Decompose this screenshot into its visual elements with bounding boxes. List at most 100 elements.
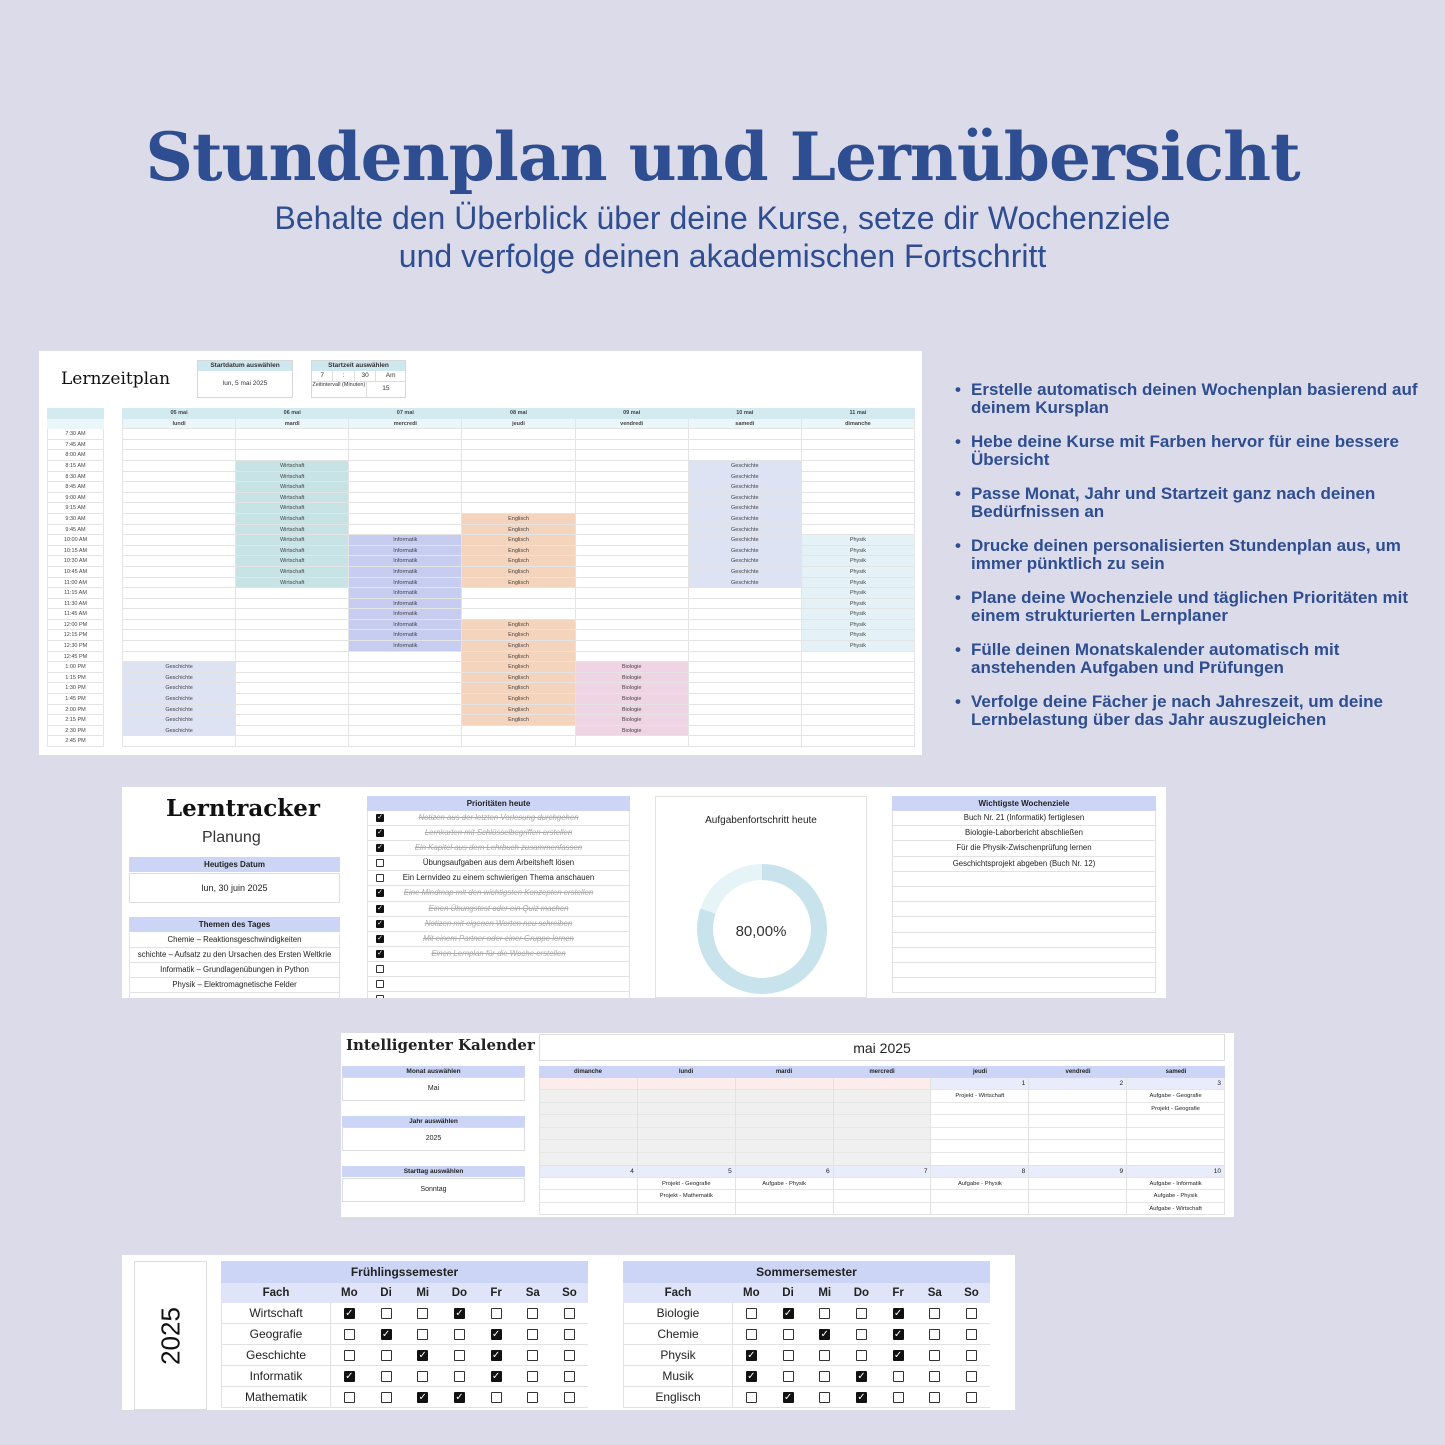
weekly-goal-item[interactable]: Für die Physik-Zwischenprüfung lernen xyxy=(892,841,1156,857)
schedule-cell[interactable] xyxy=(801,503,915,514)
day-checkbox[interactable] xyxy=(453,1308,465,1320)
calendar-event[interactable] xyxy=(1127,1151,1225,1165)
schedule-cell[interactable]: Wirtschaft xyxy=(236,535,350,546)
schedule-cell[interactable]: Physik xyxy=(801,598,915,610)
schedule-cell[interactable] xyxy=(688,725,802,737)
calendar-event[interactable] xyxy=(735,1089,833,1102)
schedule-cell[interactable] xyxy=(575,566,689,578)
day-checkbox[interactable] xyxy=(819,1308,831,1320)
day-checkbox[interactable] xyxy=(490,1392,502,1404)
schedule-cell[interactable] xyxy=(575,556,689,567)
calendar-event[interactable]: Aufgabe - Physik xyxy=(931,1176,1029,1190)
schedule-cell[interactable] xyxy=(122,503,237,514)
schedule-cell[interactable]: Wirtschaft xyxy=(236,471,350,483)
schedule-cell[interactable]: Geschichte xyxy=(688,535,802,546)
schedule-cell[interactable] xyxy=(801,725,915,737)
schedule-cell[interactable] xyxy=(122,460,237,472)
schedule-cell[interactable]: Englisch xyxy=(462,513,576,525)
day-checkbox[interactable] xyxy=(819,1350,831,1362)
schedule-cell[interactable]: Informatik xyxy=(349,619,463,631)
schedule-cell[interactable] xyxy=(801,694,915,705)
schedule-cell[interactable] xyxy=(801,704,915,716)
day-checkbox[interactable] xyxy=(855,1392,867,1404)
schedule-cell[interactable]: Wirtschaft xyxy=(236,460,350,472)
schedule-cell[interactable] xyxy=(575,609,689,620)
schedule-cell[interactable]: Englisch xyxy=(462,694,576,705)
schedule-cell[interactable] xyxy=(688,715,802,726)
schedule-cell[interactable]: Physik xyxy=(801,641,915,652)
calendar-day[interactable] xyxy=(833,1078,932,1166)
schedule-cell[interactable] xyxy=(349,694,463,705)
calendar-event[interactable] xyxy=(1029,1151,1127,1165)
schedule-cell[interactable]: Wirtschaft xyxy=(236,545,350,557)
schedule-cell[interactable] xyxy=(349,736,463,747)
priority-checkbox[interactable] xyxy=(376,814,384,822)
schedule-cell[interactable]: Wirtschaft xyxy=(236,503,350,514)
schedule-cell[interactable] xyxy=(688,429,802,440)
priority-checkbox[interactable] xyxy=(376,889,384,898)
start-date-picker[interactable]: Startdatum auswählen lun, 5 mai 2025 xyxy=(197,360,293,398)
schedule-cell[interactable] xyxy=(688,450,802,461)
schedule-cell[interactable] xyxy=(688,641,802,652)
calendar-day[interactable]: 10 Aufgabe - Informatik Aufgabe - Physik Au… xyxy=(1127,1165,1226,1216)
schedule-cell[interactable] xyxy=(575,545,689,557)
day-checkbox[interactable] xyxy=(782,1392,794,1404)
schedule-cell[interactable]: Biologie xyxy=(575,715,689,726)
schedule-cell[interactable]: Englisch xyxy=(462,545,576,557)
day-checkbox[interactable] xyxy=(453,1392,465,1404)
schedule-cell[interactable] xyxy=(801,524,915,536)
schedule-cell[interactable]: Biologie xyxy=(575,694,689,705)
schedule-cell[interactable] xyxy=(122,566,237,578)
schedule-cell[interactable] xyxy=(575,439,689,451)
calendar-event[interactable] xyxy=(1127,1139,1225,1152)
calendar-event[interactable]: Aufgabe - Informatik xyxy=(1127,1176,1225,1190)
calendar-event[interactable]: Projekt - Geografie xyxy=(1127,1101,1225,1115)
schedule-cell[interactable] xyxy=(462,598,576,610)
schedule-cell[interactable] xyxy=(801,492,915,504)
schedule-cell[interactable]: Geschichte xyxy=(688,503,802,514)
schedule-cell[interactable] xyxy=(349,662,463,673)
day-checkbox[interactable] xyxy=(490,1329,502,1341)
schedule-cell[interactable]: Englisch xyxy=(462,577,576,589)
schedule-cell[interactable] xyxy=(122,535,237,546)
calendar-event[interactable] xyxy=(833,1101,931,1115)
schedule-cell[interactable] xyxy=(575,736,689,747)
weekly-goal-item[interactable]: Geschichtsprojekt abgeben (Buch Nr. 12) xyxy=(892,856,1156,872)
schedule-cell[interactable]: Englisch xyxy=(462,566,576,578)
schedule-cell[interactable] xyxy=(236,662,350,673)
schedule-cell[interactable] xyxy=(801,460,915,472)
schedule-cell[interactable] xyxy=(575,577,689,589)
schedule-cell[interactable] xyxy=(688,598,802,610)
calendar-event[interactable] xyxy=(540,1151,637,1165)
schedule-cell[interactable]: Informatik xyxy=(349,577,463,589)
schedule-cell[interactable] xyxy=(236,672,350,684)
schedule-cell[interactable]: Geschichte xyxy=(688,492,802,504)
schedule-cell[interactable] xyxy=(349,492,463,504)
day-checkbox[interactable] xyxy=(343,1329,355,1341)
schedule-cell[interactable]: Physik xyxy=(801,535,915,546)
schedule-cell[interactable] xyxy=(122,598,237,610)
schedule-cell[interactable] xyxy=(688,619,802,631)
interval-input[interactable]: 15 xyxy=(382,385,390,392)
schedule-cell[interactable] xyxy=(236,439,350,451)
calendar-event[interactable] xyxy=(1029,1126,1127,1140)
day-checkbox[interactable] xyxy=(819,1329,831,1341)
schedule-cell[interactable] xyxy=(801,513,915,525)
schedule-cell[interactable]: Wirtschaft xyxy=(236,556,350,567)
priority-checkbox[interactable] xyxy=(376,995,384,998)
day-checkbox[interactable] xyxy=(819,1392,831,1404)
schedule-cell[interactable] xyxy=(801,662,915,673)
calendar-event[interactable] xyxy=(637,1126,735,1140)
schedule-cell[interactable]: Wirtschaft xyxy=(236,566,350,578)
schedule-cell[interactable] xyxy=(575,460,689,472)
calendar-event[interactable]: Aufgabe - Wirtschaft xyxy=(1127,1201,1225,1215)
schedule-cell[interactable]: Geschichte xyxy=(688,577,802,589)
schedule-cell[interactable] xyxy=(688,704,802,716)
schedule-cell[interactable] xyxy=(575,503,689,514)
day-checkbox[interactable] xyxy=(929,1392,941,1404)
topic-item[interactable]: Chemie – Reaktionsgeschwindigkeiten xyxy=(129,933,340,948)
calendar-event[interactable] xyxy=(931,1201,1029,1215)
calendar-event[interactable] xyxy=(1029,1101,1127,1115)
schedule-cell[interactable] xyxy=(688,609,802,620)
day-checkbox[interactable] xyxy=(343,1350,355,1362)
